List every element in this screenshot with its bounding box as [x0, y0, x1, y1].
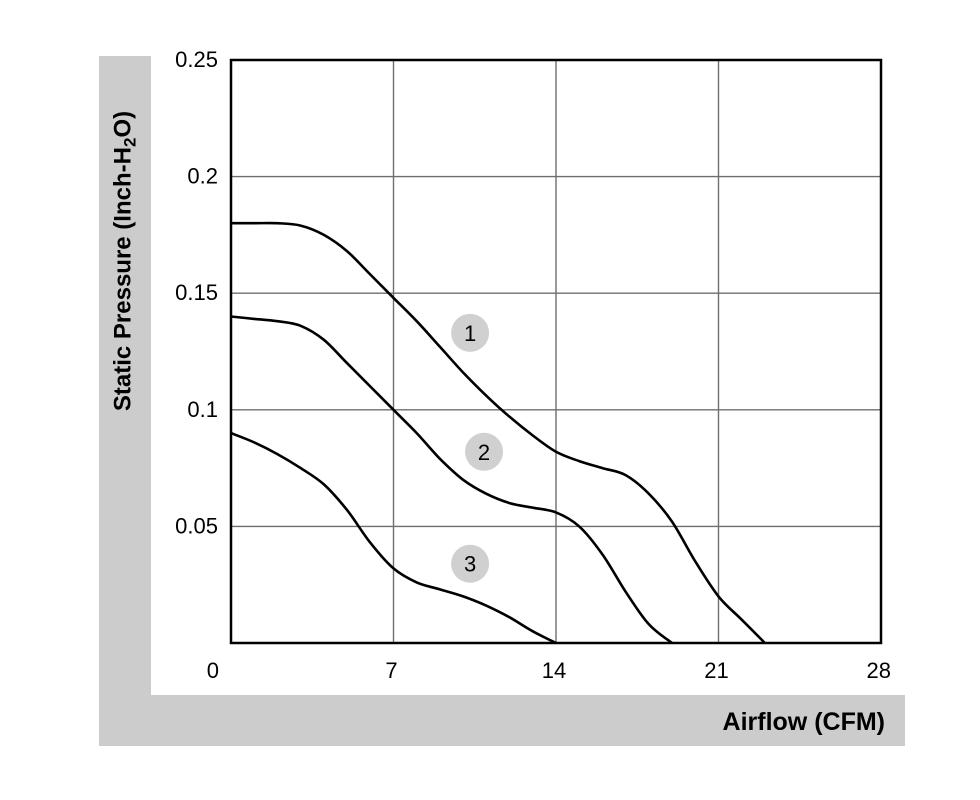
x-tick-label: 28 [867, 658, 891, 683]
y-tick-label: 0.05 [175, 513, 218, 538]
y-tick-label: 0.25 [175, 47, 218, 72]
y-tick-label: 0.1 [187, 397, 218, 422]
curve-badge-label: 2 [478, 440, 490, 465]
x-tick-label: 21 [704, 658, 728, 683]
series-line-3 [230, 431, 557, 645]
y-tick-label: 0.15 [175, 280, 218, 305]
series-line-2 [230, 315, 673, 645]
curve-badge-label: 1 [464, 321, 476, 346]
curve-badge-1 [451, 313, 490, 352]
curve-badge-3 [451, 544, 490, 583]
x-tick-label: 14 [542, 658, 566, 683]
x-tick-label: 0 [207, 658, 219, 683]
curve-badge-label: 3 [464, 552, 476, 577]
axis-frame-left [99, 56, 151, 746]
x-tick-label: 7 [385, 658, 397, 683]
y-tick-label: 0.2 [187, 164, 218, 189]
curve-badge-2 [465, 432, 504, 471]
series-line-1 [231, 221, 766, 644]
x-axis-label: Airflow (CFM) [722, 708, 885, 736]
axis-frame-bottom [99, 695, 905, 746]
